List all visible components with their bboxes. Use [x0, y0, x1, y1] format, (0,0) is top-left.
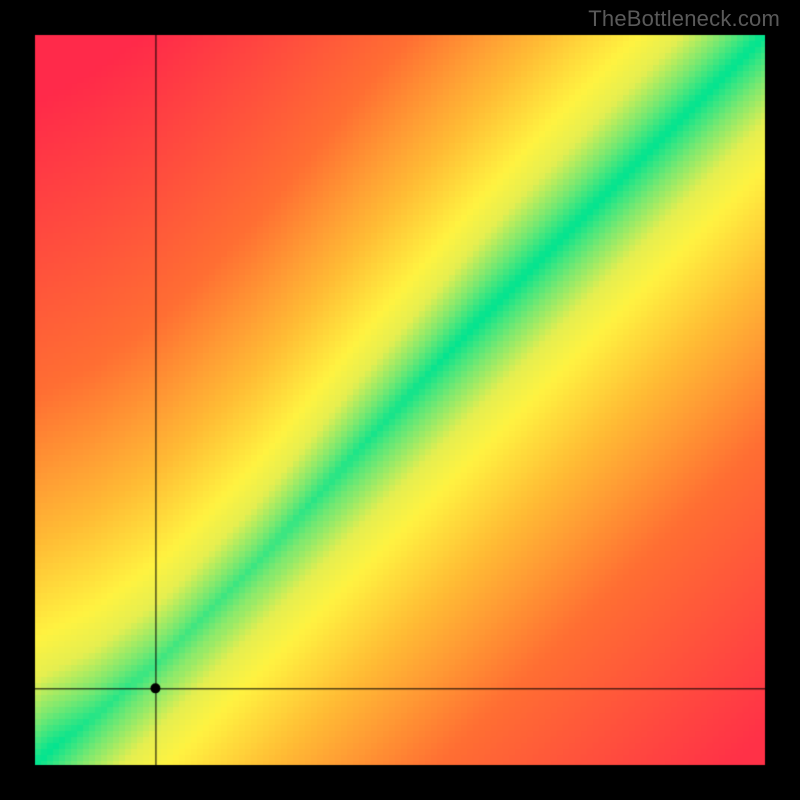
bottleneck-heatmap	[0, 0, 800, 800]
chart-container: TheBottleneck.com	[0, 0, 800, 800]
watermark-text: TheBottleneck.com	[588, 6, 780, 32]
